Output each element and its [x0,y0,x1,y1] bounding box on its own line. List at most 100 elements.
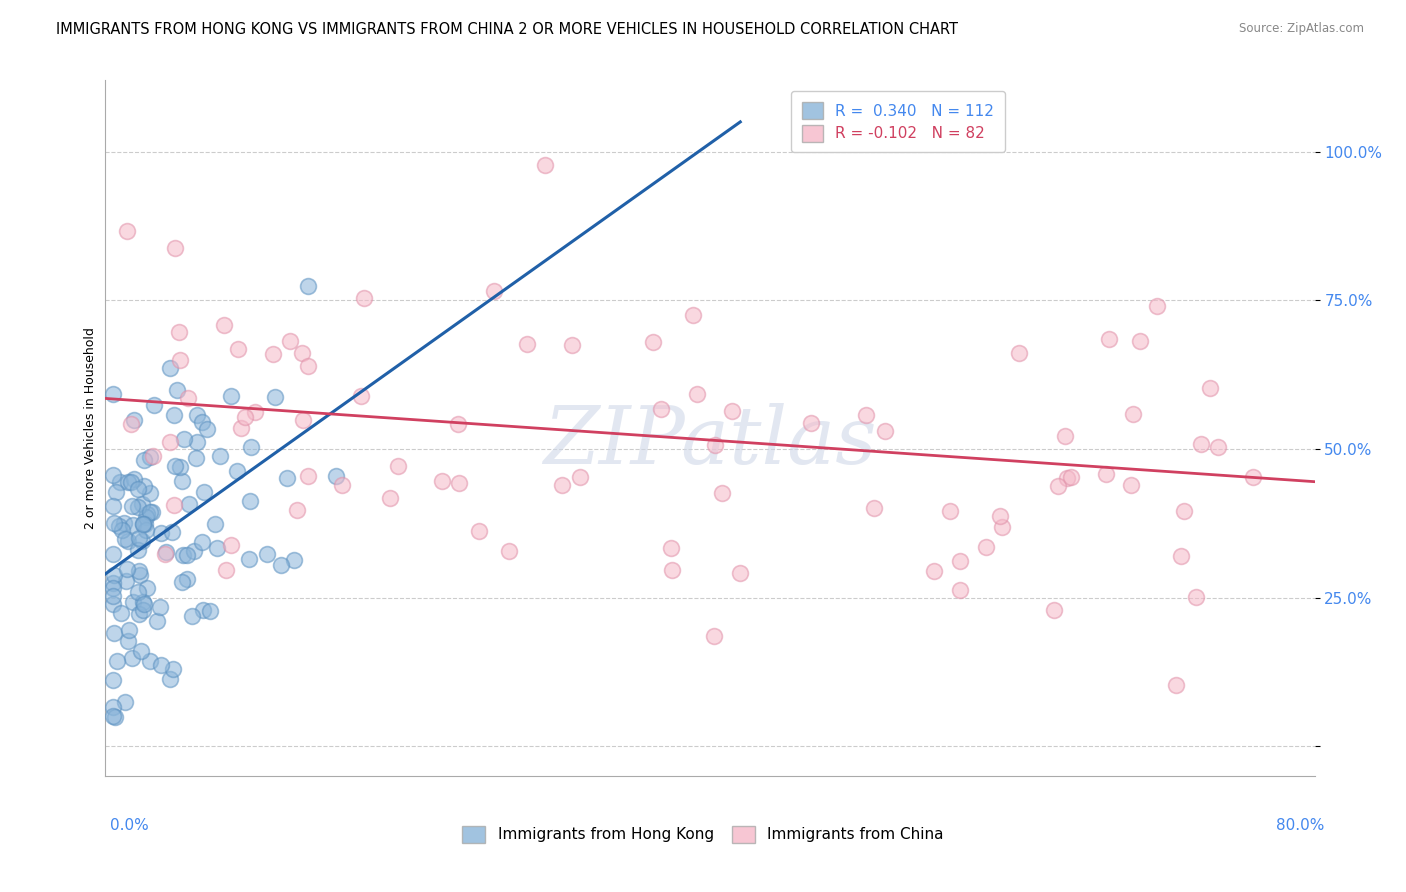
Text: 80.0%: 80.0% [1277,818,1324,832]
Point [686,386,709,401]
Point [1046,479,1069,493]
Point [1241,469,1264,483]
Point [256,547,278,561]
Point [134,597,156,611]
Point [447,476,470,491]
Point [128,607,150,621]
Point [110,606,132,620]
Point [568,470,591,484]
Point [127,585,149,599]
Point [221,389,243,403]
Point [131,534,153,549]
Point [270,558,292,572]
Point [169,325,191,339]
Point [1199,381,1222,395]
Point [922,564,945,578]
Point [498,543,520,558]
Point [122,518,145,533]
Point [128,565,150,579]
Point [551,478,574,492]
Point [105,484,128,499]
Point [800,416,823,430]
Point [149,600,172,615]
Point [127,483,149,497]
Point [226,464,249,478]
Point [682,308,704,322]
Point [855,408,877,422]
Text: Source: ZipAtlas.com: Source: ZipAtlas.com [1239,22,1364,36]
Point [122,472,145,486]
Point [186,408,208,422]
Point [229,421,252,435]
Point [221,538,243,552]
Point [136,581,159,595]
Point [101,582,124,596]
Point [173,433,195,447]
Point [131,595,153,609]
Point [101,597,124,611]
Point [1008,346,1031,360]
Point [195,422,218,436]
Point [128,532,150,546]
Point [353,291,375,305]
Point [159,672,181,686]
Point [283,553,305,567]
Point [703,438,725,452]
Point [139,654,162,668]
Point [139,505,162,519]
Point [238,551,260,566]
Point [166,383,188,397]
Point [163,241,186,255]
Point [180,609,202,624]
Point [135,509,157,524]
Point [641,334,664,349]
Point [1208,440,1230,454]
Point [482,284,505,298]
Point [132,479,155,493]
Point [153,547,176,561]
Point [131,643,153,657]
Point [949,554,972,568]
Point [162,525,184,540]
Point [350,388,373,402]
Point [114,532,136,546]
Point [172,474,194,488]
Point [108,475,131,489]
Point [276,471,298,485]
Point [103,626,125,640]
Point [114,695,136,709]
Point [132,516,155,531]
Point [1129,334,1152,349]
Point [863,500,886,515]
Point [134,516,156,531]
Point [136,507,159,521]
Point [1056,471,1078,485]
Point [297,359,319,374]
Point [135,524,157,538]
Point [111,524,134,538]
Point [468,524,491,538]
Point [101,547,124,561]
Point [132,453,155,467]
Point [132,603,155,617]
Point [149,657,172,672]
Point [380,491,402,505]
Point [117,475,139,490]
Point [949,583,972,598]
Point [184,451,207,466]
Point [239,440,262,454]
Point [1189,437,1212,451]
Point [141,505,163,519]
Y-axis label: 2 or more Vehicles in Household: 2 or more Vehicles in Household [84,327,97,529]
Point [1164,677,1187,691]
Point [103,567,125,582]
Point [163,458,186,473]
Point [149,525,172,540]
Point [117,633,139,648]
Point [661,563,683,577]
Point [561,337,583,351]
Point [387,459,409,474]
Point [121,651,143,665]
Point [169,353,191,368]
Point [112,516,135,530]
